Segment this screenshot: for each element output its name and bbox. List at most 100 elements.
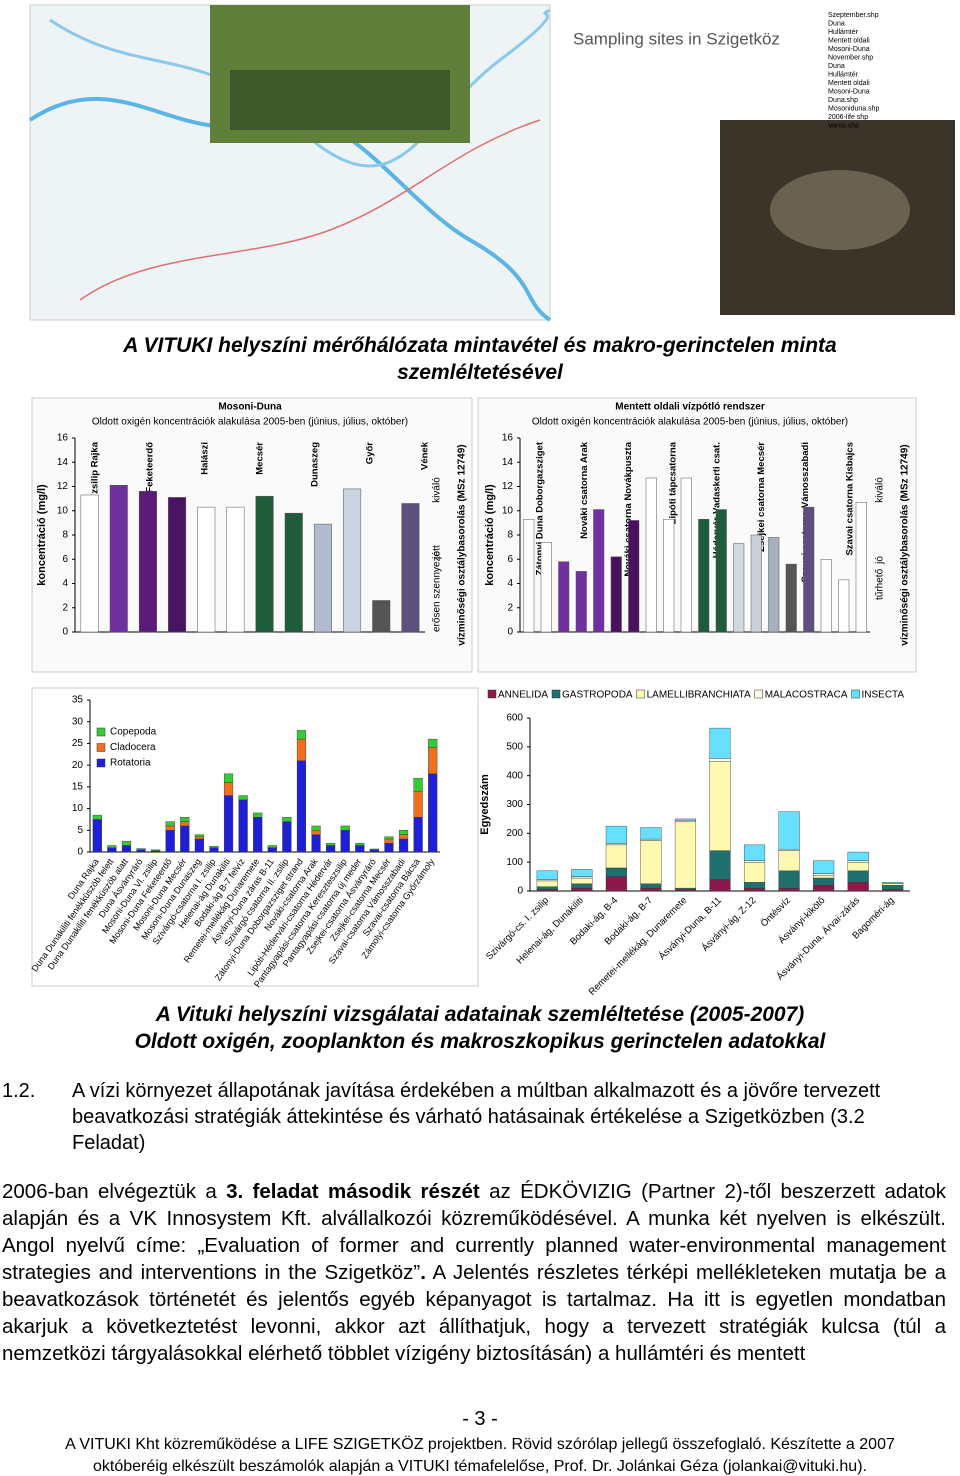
bar-segment <box>180 821 190 827</box>
bar-segment <box>536 880 558 887</box>
map-legend-item: Mosoniduna.shp <box>828 105 879 112</box>
y-tick-label: 0 <box>517 886 523 897</box>
y-tick-label: 6 <box>62 554 68 565</box>
bar <box>733 543 745 633</box>
bar-segment <box>778 850 800 872</box>
text-run: 2006-ban elvégeztük a <box>2 1180 227 1203</box>
bar-segment <box>413 791 423 818</box>
section-title: A vízi környezet állapotának javítása ér… <box>72 1080 881 1154</box>
site-label: Zsejkei csatorna Mecsér <box>756 442 767 552</box>
bar <box>593 509 605 633</box>
bar <box>255 495 274 633</box>
bar-segment <box>674 821 697 889</box>
bar-segment <box>847 882 869 892</box>
bar-segment <box>136 849 146 853</box>
bar-segment <box>813 873 835 876</box>
legend-swatch <box>96 727 106 737</box>
bar <box>698 518 710 633</box>
footer-line: októberéig elkészült beszámolók alapján … <box>93 1458 867 1475</box>
bar-segment <box>605 843 627 846</box>
x-tick-label: Szivárgó-cs. I. zsilip <box>484 895 551 962</box>
bar <box>540 542 552 633</box>
bar-segment <box>743 887 766 892</box>
bar-segment <box>92 814 102 820</box>
bar-segment <box>165 825 175 831</box>
site-label: Szavai csatorna Kisbajcs <box>845 442 856 556</box>
bar-segment <box>209 846 219 848</box>
bar-segment <box>778 848 800 851</box>
bar-segment <box>253 817 263 853</box>
y-tick-label: 2 <box>507 602 513 613</box>
bar-segment <box>355 843 365 846</box>
caption: A VITUKI helyszíni mérőhálózata mintavét… <box>123 334 837 384</box>
x-tick-label: Helenai-ág, Dunakiliti <box>514 895 585 966</box>
site-label: Dunaszeg <box>310 442 321 487</box>
y-tick-label: 35 <box>72 695 84 706</box>
y-tick-label: 300 <box>506 799 523 810</box>
bar-segment <box>267 845 277 848</box>
bar-segment <box>238 799 248 853</box>
site-label: Halászi <box>200 442 211 475</box>
bar <box>820 559 832 633</box>
text-run: A Jelentés részletes térképi mellékletek… <box>2 1261 946 1365</box>
bar-segment <box>92 819 102 853</box>
y-tick-label: 5 <box>77 825 83 836</box>
y-tick-label: 16 <box>57 433 69 444</box>
bar-segment <box>536 879 558 882</box>
bar-segment <box>709 758 731 762</box>
bar-segment <box>743 860 766 863</box>
bar-segment <box>253 812 263 818</box>
bar-segment <box>536 870 558 880</box>
class-label: jó <box>875 556 886 565</box>
legend-swatch <box>96 743 106 752</box>
bar-segment <box>605 825 627 844</box>
map-legend-item: Duna <box>828 63 845 70</box>
footer-line: A VITUKI Kht közreműködése a LIFE SZIGET… <box>65 1436 895 1453</box>
bar-segment <box>296 738 307 761</box>
bar-segment <box>180 825 190 853</box>
chart-frame <box>31 687 479 987</box>
legend-swatch <box>96 758 106 768</box>
legend-label: Copepoda <box>110 727 157 738</box>
caption-line: Oldott oxigén, zooplankton és makroszkop… <box>134 1030 826 1053</box>
bar-segment <box>355 845 365 853</box>
bar <box>372 600 391 633</box>
bar-segment <box>882 882 904 884</box>
bar-segment <box>340 830 350 853</box>
bar-segment <box>384 843 394 853</box>
map-legend-item: Mosoni-Duna <box>828 46 870 53</box>
section-number: 1.2. <box>2 1080 36 1102</box>
bar <box>715 509 727 633</box>
bar-segment <box>709 850 731 880</box>
bar-segment <box>151 849 161 851</box>
y-tick-label: 12 <box>57 481 69 492</box>
site-label: Lipóti tápcsatorna <box>667 441 678 524</box>
map-legend-item: Szeptember.shp <box>828 12 879 19</box>
legend-label: LAMELLIBRANCHIATA <box>647 690 751 701</box>
bar <box>663 518 675 633</box>
y-tick-label: 30 <box>72 716 84 727</box>
bar-segment <box>847 851 869 861</box>
bar-segment <box>238 795 248 801</box>
chart-title: Mentett oldali vízpótló rendszer <box>615 402 765 413</box>
bar-segment <box>813 877 835 886</box>
chart-title: Mosoni-Duna <box>218 402 282 413</box>
y-tick-label: 200 <box>506 828 523 839</box>
chart-subtitle: Oldott oxigén koncentrációk alakulása 20… <box>532 417 848 428</box>
bar-segment <box>165 821 175 827</box>
x-tick-label: Ásványi-Duna, B-11 <box>657 895 724 962</box>
class-label: tűrhető <box>875 568 886 600</box>
boundary <box>79 119 541 301</box>
bar-segment <box>413 777 423 792</box>
bar-segment <box>194 838 204 853</box>
bar-segment <box>209 847 219 853</box>
bar-segment <box>813 885 835 892</box>
site-label: Nováki csatorna Arak <box>579 441 590 539</box>
map-legend-item: November.shp <box>828 54 873 61</box>
x-tick-label: Öntésvíz <box>759 895 793 929</box>
map-legend-item: Hullámtér <box>828 71 859 78</box>
y-axis-title: koncentráció (mg/l) <box>36 484 48 586</box>
text-run: 3. feladat második részét <box>226 1180 480 1203</box>
bar <box>523 518 535 633</box>
